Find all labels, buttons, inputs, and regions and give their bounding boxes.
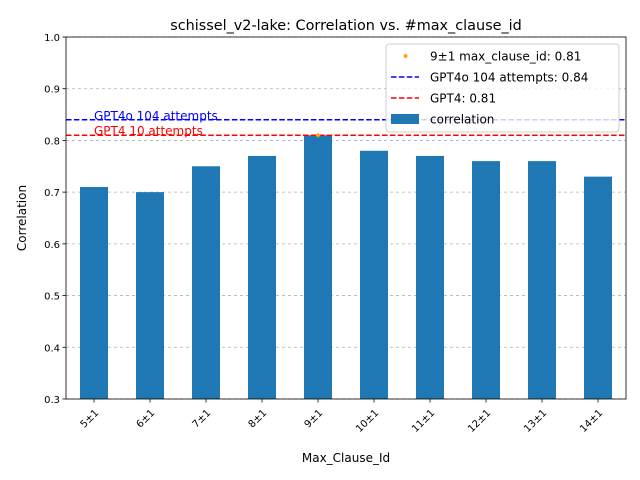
legend-swatch-correlation (391, 114, 419, 124)
bar (80, 186, 108, 399)
x-tick-label: 5±1 (79, 408, 102, 431)
y-tick-label: 0.3 (44, 395, 60, 406)
x-tick-label: 7±1 (191, 408, 214, 431)
y-tick-label: 0.4 (44, 343, 60, 354)
plot-frame (65, 36, 627, 400)
bar (528, 161, 556, 399)
x-tick-label: 14±1 (578, 408, 605, 435)
x-tick-label: 12±1 (466, 408, 493, 435)
annotation-gpt4: GPT4 10 attempts (94, 124, 203, 138)
x-tick-label: 8±1 (247, 408, 270, 431)
y-tick-label: 0.8 (44, 136, 60, 147)
x-axis-label: Max_Clause_Id (302, 451, 390, 465)
axes (62, 36, 627, 403)
legend-label-gpt4o: GPT4o 104 attempts: 0.84 (430, 71, 588, 85)
bar (472, 161, 500, 399)
x-tick-label: 13±1 (522, 408, 549, 435)
chart-title: schissel_v2-lake: Correlation vs. #max_c… (170, 18, 522, 34)
bar (416, 155, 444, 399)
y-tick-label: 0.6 (44, 240, 60, 251)
y-tick-label: 0.5 (44, 292, 60, 303)
bar (136, 192, 164, 399)
annotation-gpt4o: GPT4o 104 attempts (94, 109, 218, 123)
legend-marker-highlight (403, 53, 408, 59)
legend-label-correlation: correlation (430, 113, 494, 127)
bars (80, 135, 612, 399)
bar (248, 155, 276, 399)
y-tick-label: 0.7 (44, 188, 60, 199)
y-tick-label: 0.9 (44, 85, 60, 96)
bar (360, 150, 388, 399)
bar (584, 176, 612, 399)
x-tick-label: 11±1 (410, 408, 437, 435)
x-tick-label: 9±1 (303, 408, 326, 431)
x-tick-label: 6±1 (135, 408, 158, 431)
bar (304, 135, 332, 399)
legend-box (385, 43, 620, 133)
legend-label-highlight: 9±1 max_clause_id: 0.81 (430, 50, 581, 64)
y-tick-label: 1.0 (44, 33, 60, 44)
y-axis-label: Correlation (15, 185, 29, 251)
bar (192, 166, 220, 399)
legend: 9±1 max_clause_id: 0.81 GPT4o 104 attemp… (385, 43, 620, 133)
x-tick-label: 10±1 (354, 408, 381, 435)
highlight-marker (315, 132, 321, 138)
legend-label-gpt4: GPT4: 0.81 (430, 92, 496, 106)
